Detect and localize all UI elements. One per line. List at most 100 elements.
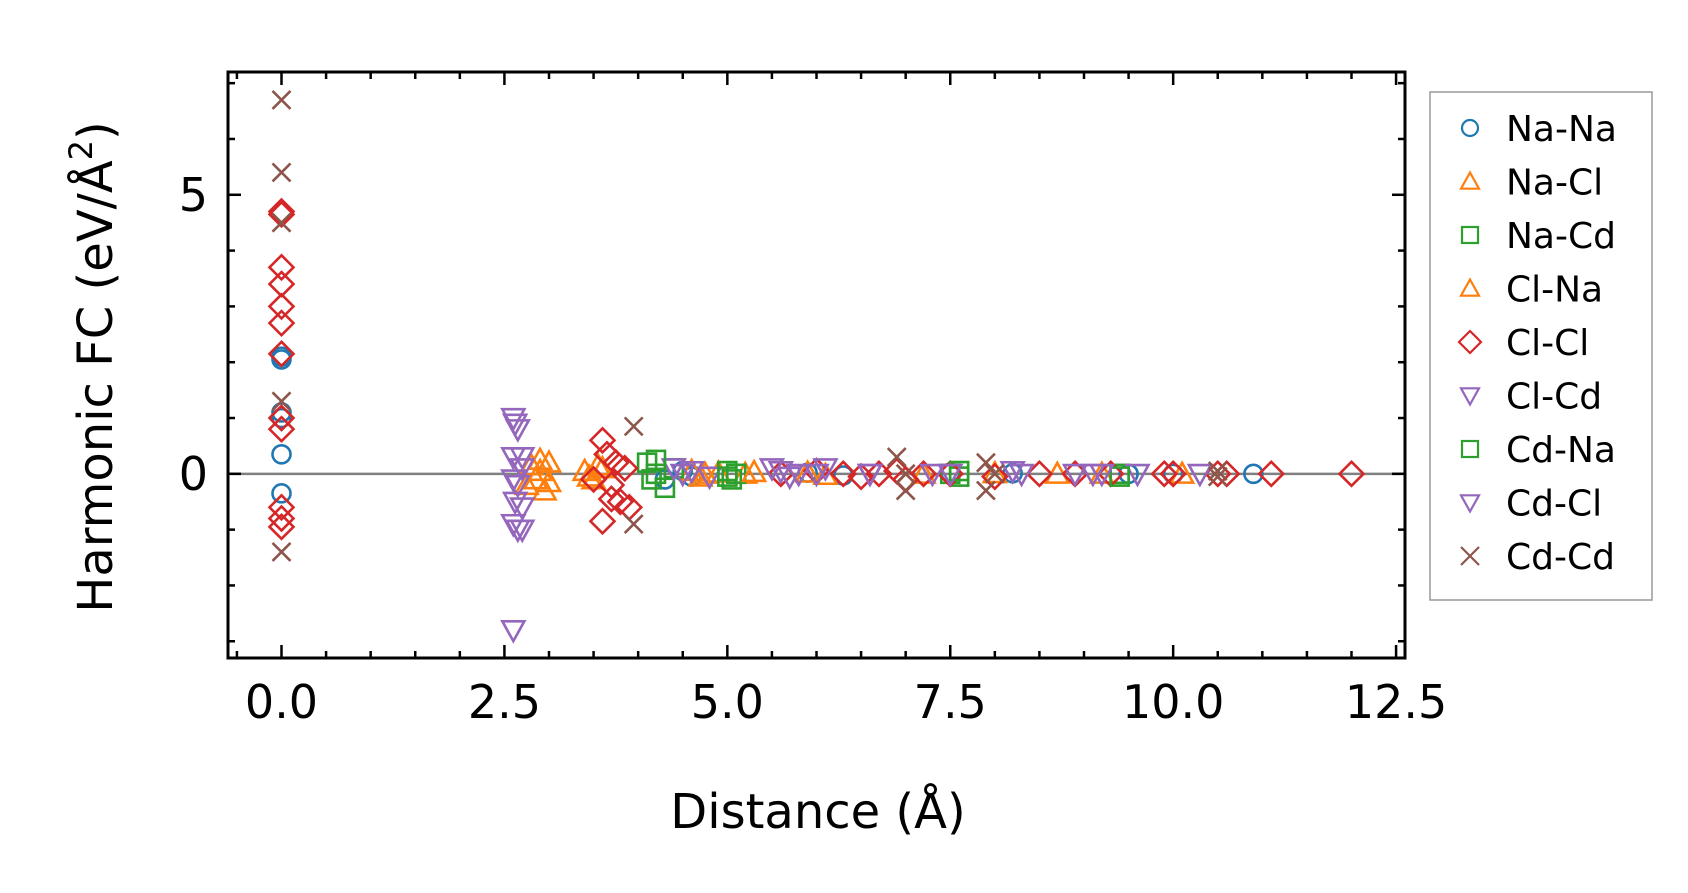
- y-axis-title-close: ): [68, 121, 124, 140]
- data-point: [267, 513, 296, 541]
- data-point: [271, 483, 292, 504]
- data-point: [980, 462, 1009, 491]
- data-point: [758, 458, 786, 482]
- data-point: [267, 309, 296, 337]
- legend-label: Cd-Cl: [1506, 484, 1602, 525]
- data-point: [267, 493, 296, 522]
- legend-item: Cl-Cl: [1457, 323, 1589, 364]
- data-point: [271, 349, 292, 370]
- legend-item: Cl-Cd: [1459, 377, 1602, 418]
- data-point: [654, 477, 676, 499]
- data-point: [645, 449, 667, 471]
- data-point: [1061, 463, 1089, 488]
- legend-item: Cd-Na: [1460, 430, 1616, 471]
- data-point: [984, 463, 1005, 484]
- legend-label: Cd-Na: [1506, 430, 1616, 471]
- data-point: [1088, 463, 1116, 488]
- x-tick-label: 0.0: [245, 675, 318, 729]
- data-point: [1159, 459, 1188, 488]
- data-point: [271, 542, 292, 562]
- legend-item: Na-Cd: [1460, 216, 1616, 257]
- y-axis-title: Harmonic FC (eV/Å2): [62, 121, 124, 613]
- data-point: [919, 463, 946, 488]
- data-point: [1150, 459, 1179, 488]
- legend-marker: [1459, 387, 1481, 407]
- y-axis-title-text: Harmonic FC (eV/Å: [67, 160, 124, 613]
- legend-item: Na-Na: [1460, 109, 1617, 150]
- y-tick-label: 0: [179, 447, 208, 501]
- series-na-na: [271, 346, 1264, 504]
- data-point: [660, 458, 688, 482]
- data-point: [500, 619, 527, 644]
- data-point: [267, 504, 296, 533]
- legend-item: Cd-Cd: [1460, 537, 1615, 578]
- data-point: [271, 212, 292, 233]
- data-point: [623, 416, 644, 437]
- data-point: [1337, 459, 1366, 488]
- data-point: [886, 447, 907, 468]
- data-point: [597, 485, 626, 513]
- data-point: [267, 292, 296, 321]
- legend: Na-Na Na-Cl Na-Cd Cl-Na Cl-Cl Cl-Cd Cd-Na Cd-Cl…: [1429, 91, 1653, 601]
- data-point: [267, 200, 296, 229]
- data-point: [669, 463, 696, 488]
- legend-marker: [1459, 277, 1481, 297]
- data-point: [267, 270, 296, 298]
- data-point: [271, 89, 292, 110]
- data-point: [271, 391, 292, 412]
- x-tick-label: 12.5: [1345, 675, 1447, 729]
- data-point: [504, 419, 532, 443]
- legend-marker: [1457, 329, 1483, 355]
- data-point: [1109, 466, 1130, 487]
- legend-label: Cl-Na: [1506, 270, 1603, 311]
- x-tick-label: 10.0: [1122, 675, 1224, 729]
- data-point: [678, 460, 705, 485]
- data-point: [937, 463, 964, 488]
- data-point: [504, 474, 532, 499]
- data-point: [794, 459, 821, 483]
- data-point: [975, 452, 996, 473]
- data-point: [767, 460, 795, 485]
- legend-marker: [1459, 170, 1481, 190]
- data-point: [895, 463, 916, 484]
- x-axis-title: Distance (Å): [670, 783, 965, 840]
- data-point: [1207, 466, 1228, 487]
- legend-label: Na-Cl: [1506, 163, 1603, 204]
- data-point: [910, 460, 937, 484]
- data-point: [1207, 461, 1228, 481]
- legend-marker: [1460, 225, 1480, 245]
- data-point: [1257, 459, 1286, 488]
- data-point: [267, 339, 296, 368]
- data-point: [975, 480, 996, 501]
- data-point: [271, 443, 292, 465]
- data-point: [999, 460, 1026, 485]
- legend-label: Na-Na: [1506, 109, 1617, 150]
- data-point: [271, 407, 292, 429]
- data-point: [509, 497, 536, 521]
- data-point: [909, 459, 938, 488]
- data-point: [812, 458, 839, 482]
- series-cd-na: [645, 449, 1130, 487]
- data-point: [829, 459, 858, 488]
- axes-frame: [226, 70, 1407, 660]
- data-point: [501, 491, 529, 516]
- y-tick-label: 5: [179, 168, 208, 222]
- legend-label: Cl-Cd: [1506, 377, 1602, 418]
- data-point: [267, 404, 296, 432]
- data-point: [535, 468, 563, 493]
- data-point: [785, 463, 812, 488]
- data-point: [610, 454, 639, 483]
- x-tick-label: 5.0: [691, 675, 764, 729]
- data-point: [267, 415, 296, 444]
- data-point: [509, 458, 536, 482]
- data-point: [623, 514, 644, 534]
- legend-item: Na-Cl: [1459, 163, 1603, 204]
- data-point: [267, 253, 296, 282]
- data-point: [271, 162, 292, 183]
- data-point: [856, 463, 884, 488]
- legend-marker: [1460, 439, 1480, 459]
- data-point: [588, 507, 617, 536]
- series-cd-cd: [271, 89, 1228, 562]
- data-point: [579, 465, 608, 494]
